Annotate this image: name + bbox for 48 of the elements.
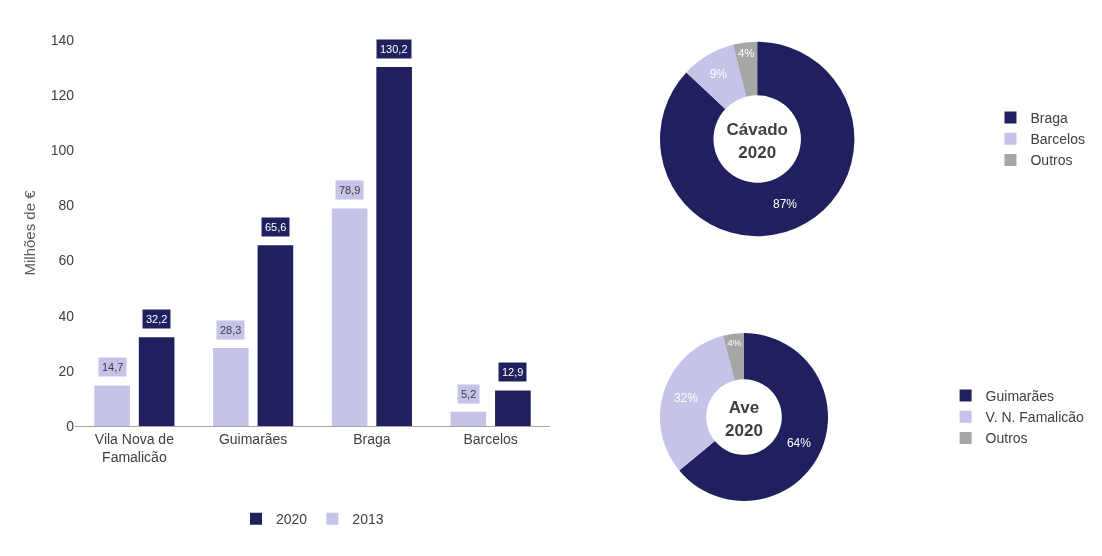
y-tick-label: 60	[58, 252, 75, 269]
legend-label: 2013	[352, 511, 384, 528]
data-label: 14,7	[102, 361, 124, 373]
bar	[138, 337, 175, 426]
bar	[376, 67, 412, 426]
legend-label: Outros	[985, 430, 1028, 447]
x-tick-label: Barcelos	[463, 430, 518, 447]
text: Cávado 2020	[726, 120, 788, 162]
data-label: 5,2	[461, 388, 477, 400]
y-tick-label: 140	[50, 31, 75, 48]
y-tick-label: 100	[50, 142, 75, 159]
y-tick-label: 120	[50, 87, 75, 104]
data-label: 4%	[727, 337, 742, 349]
bar	[213, 347, 249, 426]
data-label: 9%	[709, 66, 728, 81]
y-axis-title: Milhões de €	[21, 189, 38, 276]
legend-label: Guimarães	[985, 388, 1055, 405]
legend-label: V. N. Famalicão	[985, 409, 1085, 426]
x-tick-label: Vila Nova de Famalicão	[94, 430, 175, 465]
text: Ave 2020	[725, 398, 763, 440]
bar	[94, 385, 130, 426]
y-tick-label: 80	[58, 197, 75, 214]
y-tick-label: 0	[66, 417, 75, 434]
donut-slice	[660, 41, 855, 237]
data-label: 32%	[673, 391, 699, 406]
legend-label: Braga	[1030, 110, 1069, 127]
legend-label: Outros	[1030, 152, 1073, 169]
donut-slice	[723, 333, 744, 381]
bar	[450, 411, 487, 426]
data-label: 87%	[773, 196, 798, 211]
data-label: 4%	[737, 47, 755, 60]
donut-slice	[733, 41, 758, 97]
data-label: 12,9	[502, 366, 524, 378]
y-tick-label: 40	[58, 307, 75, 324]
data-label: 65,6	[265, 221, 287, 233]
data-label: 130,2	[380, 43, 408, 55]
data-label: 78,9	[339, 184, 361, 196]
x-tick-label: Braga	[353, 430, 391, 447]
data-label: 32,2	[146, 313, 168, 325]
y-tick-label: 20	[58, 362, 75, 379]
bar	[257, 245, 294, 426]
data-label: 28,3	[220, 324, 242, 336]
x-tick-label: Guimarães	[218, 430, 288, 447]
legend-label: Barcelos	[1030, 131, 1085, 148]
legend-label: 2020	[276, 511, 308, 528]
bar	[495, 390, 531, 426]
data-label: 64%	[786, 435, 812, 450]
bar	[331, 208, 368, 426]
